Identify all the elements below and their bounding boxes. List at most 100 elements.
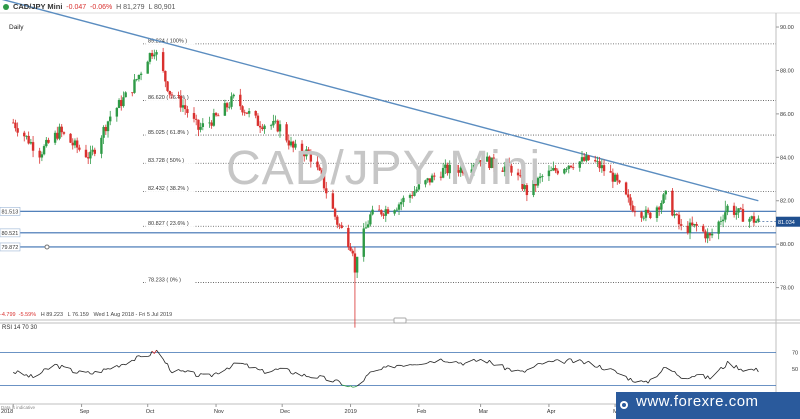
panel-resize-handle[interactable] — [393, 317, 407, 324]
rsi-segment — [132, 359, 135, 362]
candle-body — [289, 141, 293, 146]
candle-body — [27, 135, 30, 144]
candle-body — [457, 170, 460, 173]
rsi-segment — [138, 355, 142, 358]
rsi-segment — [61, 364, 65, 368]
candle-body — [616, 174, 619, 181]
rsi-segment — [486, 359, 490, 364]
candle-body — [228, 106, 231, 108]
timeframe-label[interactable]: Daily — [9, 24, 24, 31]
candle-body — [640, 212, 643, 218]
candle-body — [155, 52, 158, 55]
y-axis-tick-label: 84.00 — [780, 155, 794, 161]
candle-body — [448, 164, 451, 174]
rsi-segment — [661, 367, 664, 372]
rsi-segment — [385, 365, 389, 368]
candle-body — [349, 247, 352, 251]
rsi-segment — [30, 374, 34, 378]
candle-body — [369, 214, 372, 225]
rsi-segment — [579, 359, 583, 362]
candle-body — [78, 147, 81, 150]
candle-body — [294, 143, 297, 148]
candle-body — [556, 170, 559, 174]
candle-body — [441, 167, 445, 178]
rsi-segment — [94, 371, 102, 373]
candle-body — [459, 167, 462, 173]
candle-body — [472, 164, 476, 170]
candle-body — [463, 173, 467, 174]
rsi-segment — [39, 372, 43, 375]
candle-body — [239, 94, 242, 107]
candle-body — [578, 161, 581, 168]
x-axis-tick-label: Oct — [146, 409, 155, 415]
rsi-segment — [553, 359, 556, 362]
candle-body — [693, 224, 696, 226]
rsi-segment — [354, 385, 358, 388]
rsi-segment — [755, 367, 759, 373]
candle-body — [649, 212, 652, 218]
rsi-segment — [165, 362, 168, 365]
rsi-indicator-label[interactable]: RSI 14 70 30 — [2, 325, 38, 331]
fibonacci-level-label: 89.224 ( 100% ) — [148, 39, 187, 45]
rsi-segment — [586, 360, 589, 363]
candle-body — [109, 116, 112, 122]
rsi-segment — [187, 370, 195, 373]
rsi-segment — [724, 361, 728, 368]
change-percent: -0.06% — [90, 4, 113, 11]
candle-body — [181, 105, 185, 108]
candle-body — [547, 170, 551, 177]
candle-body — [657, 207, 661, 210]
symbol-title[interactable]: CAD/JPY Mini — [12, 2, 63, 11]
candle-body — [214, 113, 218, 116]
candle-body — [292, 141, 295, 148]
rsi-segment — [323, 376, 327, 381]
level-handle-icon[interactable] — [44, 244, 50, 250]
fibonacci-label-bg — [146, 129, 194, 136]
rsi-segment — [645, 380, 649, 384]
candle-body — [503, 166, 507, 172]
rsi-segment — [136, 355, 139, 357]
rsi-segment — [147, 355, 151, 357]
candle-body — [748, 218, 751, 222]
candle-body — [618, 180, 621, 183]
rsi-segment — [440, 358, 444, 362]
candle-body — [415, 189, 418, 192]
rsi-segment — [617, 372, 620, 375]
rsi-segment — [70, 368, 74, 373]
x-axis-tick-label: 2019 — [345, 409, 357, 415]
candle-body — [316, 161, 319, 168]
rsi-segment — [348, 385, 351, 388]
candle-body — [131, 92, 134, 94]
candle-body — [73, 140, 77, 146]
fibonacci-label-bg — [146, 157, 194, 164]
candle-body — [232, 94, 235, 97]
rsi-segment — [308, 376, 312, 379]
x-axis-tick-label: Nov — [214, 409, 224, 415]
rsi-segment — [149, 351, 153, 356]
candle-body — [408, 195, 412, 198]
rsi-segment — [326, 379, 333, 383]
candle-body — [148, 53, 152, 62]
candle-body — [695, 224, 698, 226]
candle-body — [223, 103, 227, 116]
candle-body — [117, 100, 121, 108]
rsi-segment — [286, 367, 289, 370]
fibonacci-level-label: 80.827 ( 23.6% ) — [148, 221, 189, 227]
candle-body — [115, 107, 119, 117]
candle-body — [706, 233, 709, 239]
candle-body — [538, 176, 542, 179]
candle-body — [439, 176, 443, 178]
candle-body — [702, 225, 705, 232]
rsi-segment — [13, 372, 16, 374]
candle-body — [516, 172, 520, 176]
candle-body — [486, 156, 489, 162]
fibonacci-level-label: 86.620 ( 76.4% ) — [148, 95, 189, 101]
candle-body — [571, 167, 575, 169]
level-price-tag — [0, 207, 21, 216]
rsi-segment — [447, 361, 450, 364]
last-price-tag — [776, 216, 800, 227]
candle-body — [56, 132, 59, 139]
candle-body — [272, 120, 275, 126]
candle-body — [428, 178, 432, 183]
